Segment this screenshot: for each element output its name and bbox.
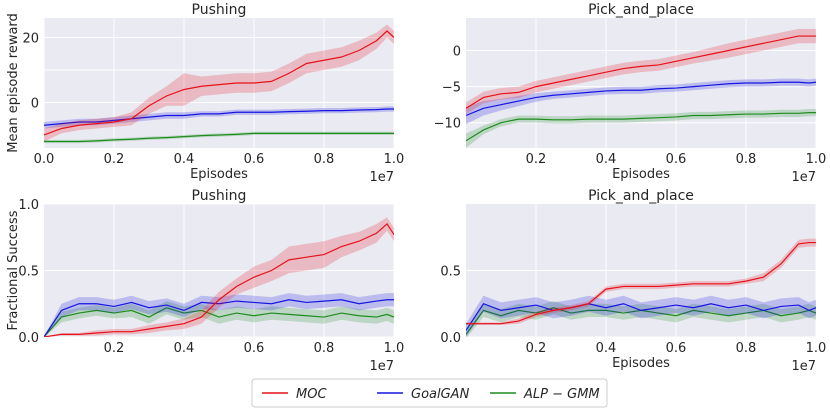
x-tick-label: 1.0 (384, 152, 405, 167)
chart-panel-3: 0.2 0.4 0.6 0.8 1.0 0.0 0.5 1.0 Pushing 1e7 Fracti… (6, 188, 404, 374)
x-axis-label: Episodes (612, 356, 670, 371)
band-goalgan (44, 293, 394, 337)
series-line-alp-gmm (44, 132, 394, 143)
x-tick-label: 0.2 (104, 152, 125, 167)
x-tick-label: 1.0 (806, 152, 827, 167)
legend-entry-moc: MOC (262, 387, 327, 402)
x-tick-label: 0.4 (596, 341, 617, 356)
x-tick-label: 0.6 (244, 341, 265, 356)
chart-panel-1: 0.0 0.2 0.4 0.6 0.8 1.0 0 20 Pushing Episodes 1e7 M… (6, 2, 404, 185)
x-axis-label: Episodes (190, 167, 248, 182)
series-line-alp-gmm (44, 307, 394, 337)
series-group (44, 217, 394, 337)
y-tick-label: 0.0 (18, 331, 39, 346)
chart-panel-2: 0.2 0.4 0.6 0.8 1.0 0 −5 −10 Pick_and_place Episo… (434, 2, 827, 185)
x-tick-label: 0.8 (736, 341, 757, 356)
y-tick-label: 0 (453, 45, 461, 60)
legend-entry-goalgan: GoalGAN (377, 387, 470, 402)
series-line-moc (466, 241, 816, 325)
x-tick-label: 0.4 (174, 341, 195, 356)
plot-area (44, 18, 394, 148)
x-offset-label: 1e7 (369, 359, 394, 374)
x-offset-label: 1e7 (791, 359, 816, 374)
chart-title: Pick_and_place (588, 188, 694, 204)
band-moc (44, 24, 394, 142)
chart-panel-4: 0.2 0.4 0.6 0.8 1.0 0.0 0.5 Pick_and_place Episo… (440, 188, 826, 374)
y-tick-label: 1.0 (18, 198, 39, 213)
x-tick-label: 0.6 (666, 341, 687, 356)
x-tick-label: 0.0 (34, 152, 55, 167)
series-line-goalgan (44, 299, 394, 337)
band-moc (466, 238, 816, 326)
band-goalgan (44, 106, 394, 129)
series-line-alp-gmm (466, 307, 816, 335)
x-offset-label: 1e7 (791, 170, 816, 185)
chart-title: Pushing (192, 188, 247, 204)
series-line-moc (466, 35, 816, 109)
x-tick-label: 0.4 (596, 152, 617, 167)
series-line-moc (44, 223, 394, 337)
x-tick-label: 0.4 (174, 152, 195, 167)
chart-title: Pushing (192, 2, 247, 18)
y-tick-label: 0 (31, 97, 39, 112)
y-axis-label: Fractional Success (6, 210, 21, 330)
y-tick-label: 0.0 (440, 331, 461, 346)
legend-label: GoalGAN (411, 387, 470, 402)
x-tick-label: 0.2 (526, 341, 547, 356)
y-tick-label: −10 (434, 117, 461, 132)
legend-label: MOC (296, 387, 327, 402)
legend-box (251, 378, 608, 408)
band-goalgan (466, 78, 816, 125)
series-line-goalgan (44, 108, 394, 126)
x-axis-label: Episodes (612, 167, 670, 182)
x-tick-label: 0.8 (736, 152, 757, 167)
y-tick-label: −5 (442, 81, 461, 96)
series-line-goalgan (466, 303, 816, 331)
series-group (466, 238, 816, 337)
legend-label: ALP − GMM (523, 387, 600, 402)
legend-entry-alp-gmm: ALP − GMM (490, 387, 600, 402)
chart-title: Pick_and_place (588, 2, 694, 18)
x-tick-label: 0.8 (314, 152, 335, 167)
x-tick-label: 0.2 (526, 152, 547, 167)
band-alp-gmm (466, 109, 816, 148)
band-alp-gmm (44, 131, 394, 144)
y-tick-label: 0.5 (18, 265, 39, 280)
x-tick-label: 0.6 (244, 152, 265, 167)
band-goalgan (466, 295, 816, 337)
series-line-moc (44, 30, 394, 136)
series-line-alp-gmm (466, 112, 816, 142)
series-line-goalgan (466, 81, 816, 117)
series-group (44, 24, 394, 144)
band-moc (44, 217, 394, 337)
x-tick-label: 0.8 (314, 341, 335, 356)
x-tick-label: 1.0 (806, 341, 827, 356)
x-offset-label: 1e7 (369, 170, 394, 185)
x-tick-label: 1.0 (384, 341, 405, 356)
x-tick-label: 0.2 (104, 341, 125, 356)
y-axis-label: Mean episode reward (6, 13, 21, 153)
y-tick-label: 0.5 (440, 265, 461, 280)
y-tick-label: 20 (22, 32, 39, 47)
legend: MOC GoalGAN ALP − GMM (251, 378, 608, 408)
series-group (466, 28, 816, 148)
x-tick-label: 0.6 (666, 152, 687, 167)
